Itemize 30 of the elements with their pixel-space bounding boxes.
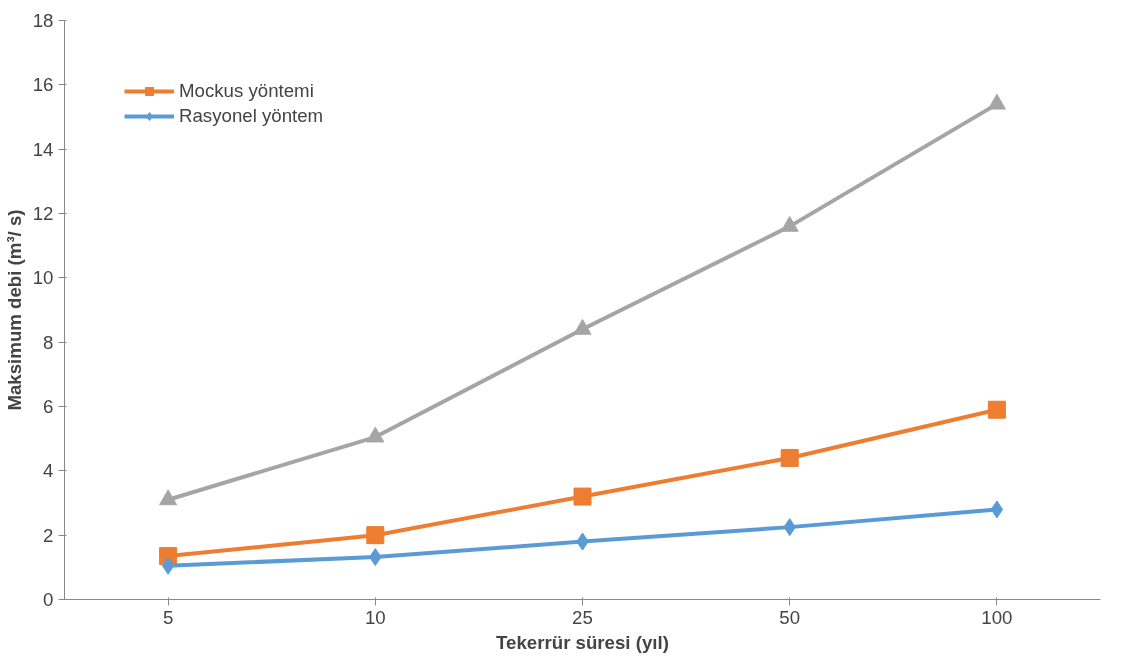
x-tick-label: 25 — [572, 606, 593, 628]
y-tick-label: 6 — [43, 396, 54, 417]
y-axis-title: Maksimum debi (m³/ s) — [3, 209, 25, 411]
y-tick-label: 8 — [43, 331, 54, 353]
point — [990, 500, 1004, 519]
y-tick-label: 18 — [32, 10, 54, 31]
point — [161, 556, 175, 575]
point — [987, 93, 1006, 110]
y-tick-label: 16 — [32, 74, 54, 96]
x-tick-label: 50 — [779, 606, 801, 628]
y-tick-label: 0 — [43, 589, 54, 610]
legend-label: Mockus yöntemi — [179, 80, 314, 102]
x-tick-label: 5 — [162, 606, 174, 628]
y-tick-label: 2 — [43, 524, 54, 546]
x-tick-label: 10 — [364, 606, 386, 628]
y-tick-label: 4 — [43, 460, 54, 482]
point — [987, 400, 1006, 419]
point — [366, 426, 385, 443]
point — [573, 318, 592, 335]
y-tick-label: 10 — [32, 267, 54, 289]
point — [780, 216, 799, 232]
y-tick-label: 14 — [32, 138, 54, 160]
x-tick-label: 100 — [981, 606, 1013, 628]
legend-label: Rasyonel yöntem — [179, 105, 324, 127]
point — [366, 526, 385, 545]
point — [573, 487, 592, 506]
x-axis-title: Tekerrür süresi (yıl) — [496, 631, 669, 653]
point — [159, 489, 178, 506]
y-tick-label: 12 — [32, 203, 54, 224]
point — [780, 448, 799, 467]
